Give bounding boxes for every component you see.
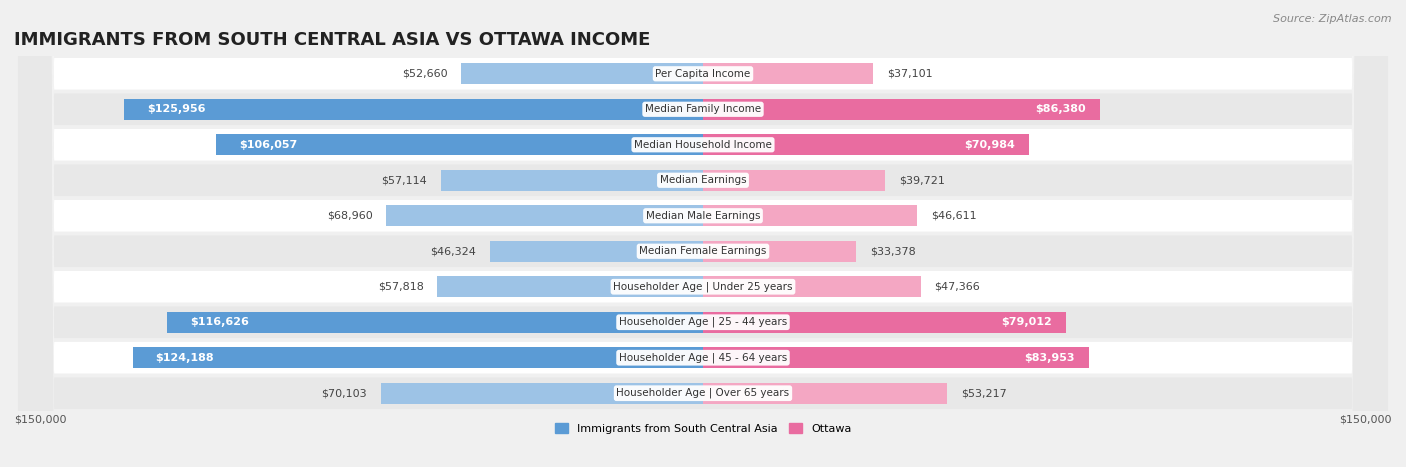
Text: Householder Age | 45 - 64 years: Householder Age | 45 - 64 years xyxy=(619,353,787,363)
FancyBboxPatch shape xyxy=(17,0,1389,467)
Text: $125,956: $125,956 xyxy=(148,104,205,114)
Text: $70,984: $70,984 xyxy=(965,140,1015,150)
Text: $46,324: $46,324 xyxy=(430,246,477,256)
Bar xyxy=(125,99,703,120)
Bar xyxy=(703,63,873,85)
Bar xyxy=(132,347,703,368)
Bar xyxy=(387,205,703,226)
Bar xyxy=(217,134,703,156)
Text: $150,000: $150,000 xyxy=(14,415,66,425)
FancyBboxPatch shape xyxy=(17,0,1389,467)
Text: Median Female Earnings: Median Female Earnings xyxy=(640,246,766,256)
Text: $68,960: $68,960 xyxy=(326,211,373,221)
Text: $106,057: $106,057 xyxy=(239,140,297,150)
Bar xyxy=(703,311,1066,333)
FancyBboxPatch shape xyxy=(17,0,1389,467)
Bar xyxy=(703,134,1029,156)
Text: $57,818: $57,818 xyxy=(378,282,423,292)
FancyBboxPatch shape xyxy=(17,0,1389,467)
Text: $33,378: $33,378 xyxy=(870,246,915,256)
Bar xyxy=(491,241,703,262)
Bar xyxy=(703,170,886,191)
Text: Householder Age | 25 - 44 years: Householder Age | 25 - 44 years xyxy=(619,317,787,327)
FancyBboxPatch shape xyxy=(17,0,1389,467)
FancyBboxPatch shape xyxy=(17,0,1389,467)
Text: $70,103: $70,103 xyxy=(322,388,367,398)
Text: Householder Age | Over 65 years: Householder Age | Over 65 years xyxy=(616,388,790,398)
Text: IMMIGRANTS FROM SOUTH CENTRAL ASIA VS OTTAWA INCOME: IMMIGRANTS FROM SOUTH CENTRAL ASIA VS OT… xyxy=(14,31,651,49)
Text: $47,366: $47,366 xyxy=(935,282,980,292)
Legend: Immigrants from South Central Asia, Ottawa: Immigrants from South Central Asia, Otta… xyxy=(555,424,851,434)
Text: $52,660: $52,660 xyxy=(402,69,447,79)
FancyBboxPatch shape xyxy=(17,0,1389,467)
Text: $124,188: $124,188 xyxy=(156,353,214,363)
Bar xyxy=(381,382,703,404)
Text: Median Male Earnings: Median Male Earnings xyxy=(645,211,761,221)
Bar xyxy=(703,382,948,404)
Text: Median Household Income: Median Household Income xyxy=(634,140,772,150)
Text: $39,721: $39,721 xyxy=(900,175,945,185)
Bar xyxy=(703,347,1088,368)
Text: $37,101: $37,101 xyxy=(887,69,932,79)
Text: Source: ZipAtlas.com: Source: ZipAtlas.com xyxy=(1274,14,1392,24)
Text: $46,611: $46,611 xyxy=(931,211,977,221)
Text: $116,626: $116,626 xyxy=(190,317,249,327)
Text: Median Family Income: Median Family Income xyxy=(645,104,761,114)
Text: $150,000: $150,000 xyxy=(1340,415,1392,425)
Bar xyxy=(167,311,703,333)
Text: Median Earnings: Median Earnings xyxy=(659,175,747,185)
Bar xyxy=(440,170,703,191)
Text: $53,217: $53,217 xyxy=(962,388,1007,398)
Bar xyxy=(437,276,703,297)
Bar xyxy=(703,99,1099,120)
Bar xyxy=(461,63,703,85)
Text: $86,380: $86,380 xyxy=(1035,104,1085,114)
Text: $83,953: $83,953 xyxy=(1025,353,1074,363)
Text: Per Capita Income: Per Capita Income xyxy=(655,69,751,79)
FancyBboxPatch shape xyxy=(17,0,1389,467)
Bar xyxy=(703,276,921,297)
Text: Householder Age | Under 25 years: Householder Age | Under 25 years xyxy=(613,282,793,292)
Bar xyxy=(703,241,856,262)
Text: $57,114: $57,114 xyxy=(381,175,427,185)
FancyBboxPatch shape xyxy=(17,0,1389,467)
FancyBboxPatch shape xyxy=(17,0,1389,467)
Bar xyxy=(703,205,917,226)
Text: $79,012: $79,012 xyxy=(1001,317,1052,327)
